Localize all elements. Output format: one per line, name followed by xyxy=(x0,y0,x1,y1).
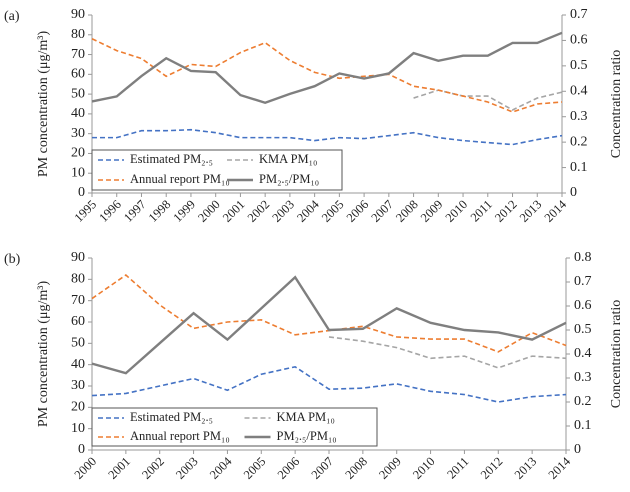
x-tick-label: 2014 xyxy=(542,197,570,225)
y-tick-label: 40 xyxy=(71,106,85,121)
series-line xyxy=(91,365,567,403)
legend-label: PM₂.₅/PM₁₀ xyxy=(277,429,337,443)
y2-tick-label: 0.6 xyxy=(570,33,588,48)
y2-tick-label: 0.5 xyxy=(570,58,588,73)
panel-label: (a) xyxy=(4,9,20,24)
x-tick-label: 2013 xyxy=(517,197,545,225)
x-tick-label: 2010 xyxy=(443,197,471,225)
y-tick-label: 0 xyxy=(78,185,85,200)
series-line xyxy=(328,336,567,369)
y-tick-label: 10 xyxy=(71,421,85,436)
x-tick-label: 2006 xyxy=(275,454,303,482)
legend-label: KMA PM₁₀ xyxy=(277,410,335,424)
y2-tick-label: 0.6 xyxy=(574,298,592,313)
legend-label: PM₂.₅/PM₁₀ xyxy=(259,172,319,186)
x-tick-label: 1997 xyxy=(121,197,149,225)
y2-tick-label: 0.2 xyxy=(574,394,592,409)
x-tick-label: 2012 xyxy=(478,454,506,482)
legend-box xyxy=(91,149,343,191)
y2-tick-label: 0.7 xyxy=(570,7,588,22)
legend-label: KMA PM₁₀ xyxy=(259,152,317,166)
x-tick-label: 2007 xyxy=(368,197,396,225)
legend-label: Annual report PM₁₀ xyxy=(130,429,230,443)
x-tick-label: 2002 xyxy=(245,197,273,225)
y2-tick-label: 0.4 xyxy=(574,346,592,361)
y-tick-label: 0 xyxy=(78,442,85,457)
y2-tick-label: 0.5 xyxy=(574,322,592,337)
x-tick-label: 2002 xyxy=(139,454,167,482)
y-tick-label: 30 xyxy=(71,378,85,393)
series-line xyxy=(91,275,567,375)
series-line xyxy=(91,38,563,113)
x-tick-label: 2003 xyxy=(173,454,201,482)
x-tick-label: 2011 xyxy=(444,454,471,481)
y-tick-label: 60 xyxy=(71,314,85,329)
series-line xyxy=(92,128,563,146)
x-tick-label: 2009 xyxy=(418,197,446,225)
y2-tick-label: 0.1 xyxy=(574,418,592,433)
y-tick-label: 80 xyxy=(71,272,85,287)
x-tick-label: 2003 xyxy=(269,197,297,225)
x-tick-label: 2000 xyxy=(195,197,223,225)
x-tick-label: 2001 xyxy=(220,197,248,225)
x-tick-label: 2009 xyxy=(376,454,404,482)
y-tick-label: 70 xyxy=(71,47,85,62)
x-tick-label: 2008 xyxy=(342,454,370,482)
x-tick-label: 2005 xyxy=(241,454,269,482)
y2-axis-label: Concentration ratio xyxy=(609,300,624,408)
y-tick-label: 90 xyxy=(71,250,85,265)
y-tick-label: 80 xyxy=(71,27,85,42)
x-tick-label: 2008 xyxy=(393,197,421,225)
x-tick-label: 1998 xyxy=(146,197,174,225)
y-tick-label: 50 xyxy=(71,86,85,101)
x-tick-label: 1995 xyxy=(72,197,100,225)
y2-tick-label: 0.3 xyxy=(570,109,588,124)
legend-box xyxy=(91,407,378,447)
x-tick-label: 2006 xyxy=(344,197,372,225)
y-axis-label: PM concentration (μg/m³) xyxy=(36,31,51,178)
y2-axis-label: Concentration ratio xyxy=(609,50,624,158)
y-tick-label: 20 xyxy=(71,146,85,161)
y2-tick-label: 0.7 xyxy=(574,274,592,289)
y2-tick-label: 0 xyxy=(570,185,577,200)
y-tick-label: 60 xyxy=(71,67,85,82)
x-tick-label: 2012 xyxy=(492,197,520,225)
legend-label: Estimated PM₂.₅ xyxy=(130,152,213,166)
series-line xyxy=(413,89,563,111)
panel-label: (b) xyxy=(4,252,21,267)
x-tick-label: 2007 xyxy=(309,454,337,482)
series-line xyxy=(91,31,563,104)
y-tick-label: 30 xyxy=(71,126,85,141)
y-tick-label: 90 xyxy=(71,7,85,22)
x-tick-label: 2001 xyxy=(105,454,133,482)
y2-tick-label: 0.3 xyxy=(574,370,592,385)
y-tick-label: 70 xyxy=(71,293,85,308)
x-tick-label: 2013 xyxy=(512,454,540,482)
x-tick-label: 2010 xyxy=(410,454,438,482)
x-tick-label: 2014 xyxy=(546,454,574,482)
x-tick-label: 2004 xyxy=(207,454,235,482)
legend-label: Estimated PM₂.₅ xyxy=(130,410,213,424)
y-tick-label: 40 xyxy=(71,357,85,372)
y-tick-label: 50 xyxy=(71,336,85,351)
y2-tick-label: 0 xyxy=(574,442,581,457)
y-axis-label: PM concentration (μg/m³) xyxy=(36,281,51,428)
y-tick-label: 20 xyxy=(71,400,85,415)
x-tick-label: 1996 xyxy=(96,197,124,225)
y-tick-label: 10 xyxy=(71,165,85,180)
legend-label: Annual report PM₁₀ xyxy=(130,172,230,186)
x-tick-label: 2000 xyxy=(72,454,100,482)
x-tick-label: 1999 xyxy=(171,197,199,225)
x-tick-label: 2004 xyxy=(294,197,322,225)
x-tick-label: 2005 xyxy=(319,197,347,225)
x-tick-label: 2011 xyxy=(468,197,495,224)
y2-tick-label: 0.8 xyxy=(574,250,592,265)
y2-tick-label: 0.1 xyxy=(570,160,588,175)
y2-tick-label: 0.4 xyxy=(570,84,588,99)
y2-tick-label: 0.2 xyxy=(570,134,588,149)
